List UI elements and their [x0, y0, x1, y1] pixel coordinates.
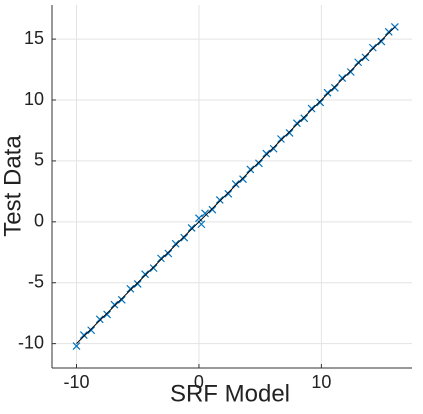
- point: [292, 119, 301, 128]
- point: [338, 74, 347, 83]
- y-tick-label: -5: [28, 271, 44, 291]
- point: [368, 43, 377, 52]
- point: [187, 223, 196, 232]
- point: [201, 209, 209, 218]
- point: [239, 175, 247, 184]
- y-tick-label: 5: [34, 150, 44, 170]
- point: [285, 128, 294, 137]
- point: [316, 98, 325, 107]
- point: [384, 27, 393, 36]
- point: [95, 315, 104, 324]
- point: [255, 159, 263, 168]
- point: [126, 284, 135, 293]
- point: [215, 195, 224, 204]
- point: [323, 88, 332, 97]
- point: [277, 135, 285, 143]
- point: [208, 205, 217, 214]
- point: [110, 300, 119, 309]
- x-tick-label: 0: [194, 372, 204, 392]
- point: [354, 58, 363, 67]
- point: [149, 264, 158, 273]
- point: [269, 144, 278, 153]
- point: [330, 83, 339, 92]
- point: [246, 165, 255, 174]
- point: [87, 326, 96, 335]
- y-tick-label: 15: [24, 28, 44, 48]
- y-tick-label: 0: [34, 211, 44, 231]
- point: [377, 37, 386, 46]
- point: [164, 249, 173, 258]
- y-tick-label: 10: [24, 89, 44, 109]
- y-axis-label: Test Data: [0, 135, 26, 237]
- point: [346, 68, 355, 76]
- point: [157, 254, 165, 263]
- point: [133, 280, 142, 288]
- point: [262, 149, 271, 158]
- point: [231, 180, 240, 188]
- point: [224, 189, 233, 198]
- point: [141, 270, 149, 279]
- point: [180, 233, 189, 242]
- x-tick-label: 10: [311, 372, 331, 392]
- point: [171, 239, 180, 248]
- fit-line: [76, 26, 396, 344]
- point: [117, 295, 126, 304]
- point: [307, 104, 316, 113]
- point: [195, 214, 203, 223]
- point: [72, 342, 81, 350]
- x-tick-label: -10: [63, 372, 89, 392]
- point: [300, 114, 309, 123]
- y-tick-label: -10: [18, 332, 44, 352]
- point: [79, 331, 88, 340]
- point: [361, 53, 370, 62]
- point: [103, 310, 112, 319]
- x-axis-label: SRF Model: [170, 380, 290, 407]
